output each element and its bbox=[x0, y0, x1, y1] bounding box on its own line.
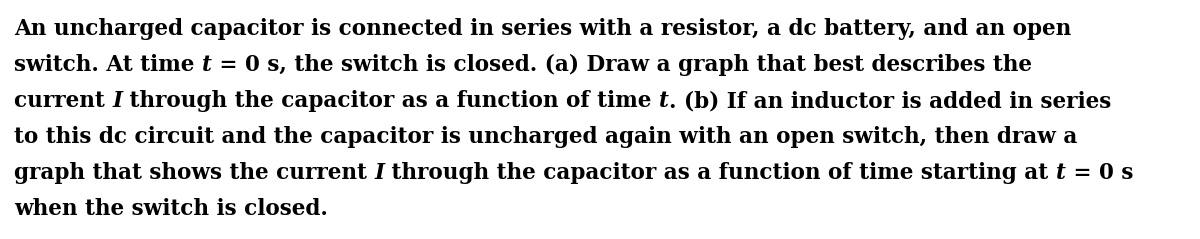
Text: t: t bbox=[659, 90, 670, 112]
Text: An uncharged capacitor is connected in series with a resistor, a dc battery, and: An uncharged capacitor is connected in s… bbox=[14, 18, 1072, 40]
Text: current: current bbox=[14, 90, 113, 112]
Text: = 0 s, the switch is closed. (a) Draw a graph that best describes the: = 0 s, the switch is closed. (a) Draw a … bbox=[211, 54, 1032, 76]
Text: when the switch is closed.: when the switch is closed. bbox=[14, 198, 328, 220]
Text: = 0 s: = 0 s bbox=[1066, 162, 1133, 184]
Text: through the capacitor as a function of time starting at: through the capacitor as a function of t… bbox=[384, 162, 1056, 184]
Text: . (b) If an inductor is added in series: . (b) If an inductor is added in series bbox=[670, 90, 1111, 112]
Text: I: I bbox=[113, 90, 122, 112]
Text: through the capacitor as a function of time: through the capacitor as a function of t… bbox=[122, 90, 659, 112]
Text: t: t bbox=[202, 54, 211, 76]
Text: I: I bbox=[374, 162, 384, 184]
Text: to this dc circuit and the capacitor is uncharged again with an open switch, the: to this dc circuit and the capacitor is … bbox=[14, 126, 1078, 148]
Text: graph that shows the current: graph that shows the current bbox=[14, 162, 374, 184]
Text: t: t bbox=[1056, 162, 1066, 184]
Text: switch. At time: switch. At time bbox=[14, 54, 202, 76]
